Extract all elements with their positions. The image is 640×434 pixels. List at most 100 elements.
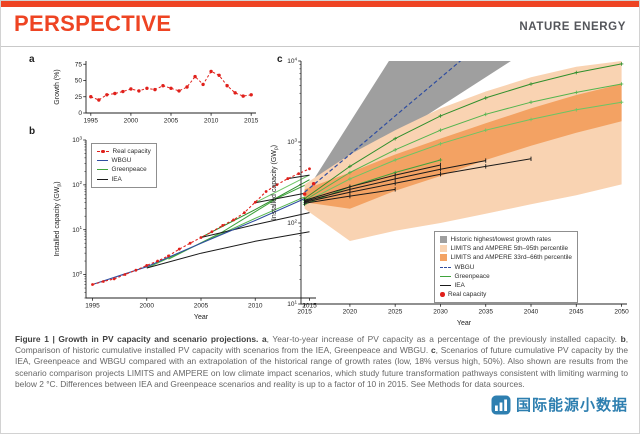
marker: [574, 70, 579, 75]
watermark-text: 国际能源小数据: [515, 397, 628, 414]
marker: [619, 82, 624, 86]
series-Greenpeace mid: [304, 83, 622, 201]
legend-item: Real capacity: [440, 290, 572, 299]
caption-segment: Figure 1 | Growth in PV capacity and sce…: [15, 334, 262, 344]
legend-item: IEA: [97, 175, 151, 184]
marker: [153, 87, 157, 92]
marker: [145, 263, 149, 267]
series-IEA 2013 scenario: [287, 174, 310, 180]
x-tick-label: 2000: [124, 118, 139, 125]
marker: [177, 89, 181, 93]
panel-c-legend: Historic highest/lowest growth rates LIMI…: [434, 231, 578, 304]
series-IEA 2000 scenario: [146, 231, 310, 269]
y-tick-label: 102: [287, 218, 297, 227]
x-tick-label: 2040: [524, 309, 539, 316]
marker: [297, 172, 301, 176]
marker: [209, 69, 213, 74]
y-tick-label: 25: [75, 94, 83, 101]
marker: [137, 89, 141, 93]
legend-label: WBGU: [111, 157, 132, 165]
marker: [134, 268, 138, 272]
marker: [145, 86, 149, 90]
x-axis-label: Year: [457, 320, 472, 327]
y-tick-label: 0: [78, 110, 82, 117]
caption-segment: , Year-to-year increase of PV capacity a…: [266, 334, 621, 344]
legend-item: WBGU: [97, 156, 151, 165]
legend-label: WBGU: [454, 263, 475, 271]
marker: [619, 100, 624, 104]
journal-name: NATURE ENERGY: [519, 21, 626, 33]
marker: [483, 96, 488, 100]
legend-label: Greenpeace: [454, 272, 490, 280]
legend-item: Greenpeace: [440, 272, 572, 281]
legend-label: IEA: [454, 282, 465, 290]
x-tick-label: 2035: [478, 309, 493, 316]
legend-item: Greenpeace: [97, 165, 151, 174]
marker: [169, 86, 173, 90]
marker: [97, 98, 101, 102]
scenario-projection-chart: 2015 2020 2025 2030 2035 2040 2045 2050 101 102 10…: [271, 56, 629, 327]
historic-capacity-chart: 1995 2000 2005 2010 2015 100 101 102 103 Year Inst…: [54, 135, 317, 321]
x-tick-label: 1995: [85, 303, 100, 310]
caption-segment: b: [620, 334, 626, 344]
plot-area: [91, 167, 311, 286]
x-tick-label: 2005: [164, 118, 179, 125]
series-Greenpeace high: [304, 63, 622, 200]
legend-swatch: [440, 254, 447, 262]
marker: [574, 90, 579, 95]
marker: [529, 117, 533, 122]
marker: [112, 277, 116, 281]
marker: [232, 218, 235, 222]
marker: [221, 223, 225, 227]
legend-swatch: [440, 285, 451, 287]
marker: [348, 164, 352, 169]
series-IEA 2010 scenario: [255, 191, 310, 204]
series-WBGU: [304, 61, 462, 193]
series-Real capacity growth rate: [90, 70, 252, 101]
y-tick-label: 103: [287, 137, 297, 146]
y-tick-label: 101: [72, 225, 82, 234]
panel-c-label: c: [277, 54, 283, 65]
series-Greenpeace low: [304, 101, 622, 203]
x-tick-label: 2030: [433, 309, 448, 316]
legend-label: Real capacity: [448, 291, 487, 299]
marker: [348, 170, 352, 175]
x-axis-label: Year: [194, 314, 209, 321]
marker: [529, 100, 533, 104]
x-tick-label: 2010: [204, 118, 219, 125]
marker: [483, 112, 488, 117]
legend-item: WBGU: [440, 263, 572, 272]
marker: [438, 142, 443, 146]
marker: [185, 85, 189, 89]
legend-swatch: [440, 266, 451, 268]
panel-b-label: b: [29, 126, 36, 137]
legend-swatch: [440, 292, 445, 297]
legend-label: LIMITS and AMPERE 33rd–66th percentile: [450, 254, 573, 262]
caption-segment: c: [430, 345, 436, 356]
y-tick-label: 75: [75, 61, 83, 68]
legend-swatch: [440, 245, 447, 253]
marker: [438, 158, 443, 162]
y-tick-label: 102: [72, 180, 82, 189]
y-tick-label: 104: [287, 56, 297, 65]
y-axis-label: Installed capacity (GWp): [54, 181, 63, 256]
x-tick-label: 2025: [388, 309, 403, 316]
marker: [393, 148, 397, 152]
series-Greenpeace 2005 scenario: [200, 179, 310, 238]
legend-swatch: [97, 178, 108, 180]
figure-caption: Figure 1 | Growth in PV capacity and sce…: [15, 334, 628, 390]
marker: [193, 74, 197, 79]
y-tick-label: 50: [75, 78, 83, 85]
marker: [438, 114, 443, 118]
marker: [438, 128, 443, 132]
marker: [177, 247, 181, 251]
marker: [105, 93, 109, 97]
legend-item: Historic highest/lowest growth rates: [440, 235, 572, 244]
x-tick-label: 2050: [614, 309, 629, 316]
legend-label: LIMITS and AMPERE 5th–95th percentile: [450, 245, 569, 253]
plot-area: [89, 69, 253, 102]
caption-segment: , Comparison of historic cumulative inst…: [15, 334, 629, 356]
watermark: 国际能源小数据: [486, 392, 632, 417]
y-tick-label: 100: [72, 270, 82, 279]
